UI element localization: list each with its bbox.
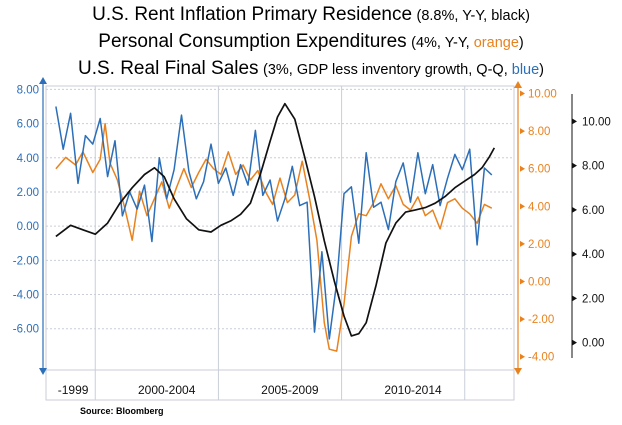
title-sales-note: (3%, GDP less inventory growth, Q-Q, blu…: [263, 62, 544, 78]
right-outer-tick-mark: [572, 251, 577, 258]
right-outer-tick-mark: [572, 206, 577, 213]
title-pce-main: Personal Consumption Expenditures: [98, 31, 407, 52]
right-outer-tick-mark: [572, 339, 577, 346]
left-axis-tick-label: 6.00: [17, 119, 39, 131]
x-period-label: 2010-2014: [384, 383, 442, 397]
left-axis-arrow-down: [39, 368, 47, 375]
series-line-pce: [55, 122, 493, 352]
right-inner-axis-tick-label: 0.00: [528, 277, 550, 289]
title-sales-note-b: ): [539, 62, 545, 78]
right-inner-axis-tick-label: -4.00: [528, 352, 554, 364]
right-inner-tick-mark: [520, 128, 525, 135]
title-pce-note-color: orange: [473, 35, 519, 51]
right-inner-axis-tick-label: 6.00: [528, 164, 550, 176]
x-period-label: 2005-2009: [261, 383, 319, 397]
title-sales-note-color: blue: [511, 62, 540, 78]
right-outer-tick-mark: [572, 162, 577, 169]
title-line-sales: U.S. Real Final Sales (3%, GDP less inve…: [0, 56, 622, 83]
left-axis-tick-label: 4.00: [17, 153, 39, 165]
right-outer-axis-tick-label: 0.00: [582, 338, 604, 350]
right-outer-tick-mark: [572, 118, 577, 125]
title-line-pce: Personal Consumption Expenditures (4%, Y…: [0, 29, 622, 56]
right-outer-axis-tick-label: 8.00: [582, 161, 604, 173]
right-inner-axis-tick-label: 8.00: [528, 126, 550, 138]
right-outer-axis-tick-label: 6.00: [582, 205, 604, 217]
right-outer-axis-tick-label: 4.00: [582, 249, 604, 261]
right-outer-tick-mark: [572, 295, 577, 302]
right-inner-axis-arrow-up: [514, 81, 522, 88]
right-inner-axis-tick-label: 10.00: [528, 89, 557, 101]
right-inner-tick-mark: [520, 353, 525, 360]
title-line-rent: U.S. Rent Inflation Primary Residence (8…: [0, 2, 622, 29]
right-inner-tick-mark: [520, 203, 525, 210]
x-period-label: -1999: [58, 383, 89, 397]
right-inner-axis-arrow-down: [514, 368, 522, 375]
right-inner-axis-tick-label: 4.00: [528, 201, 550, 213]
right-inner-tick-mark: [520, 90, 525, 97]
chart-title-block: U.S. Rent Inflation Primary Residence (8…: [0, 2, 622, 83]
plot-frame: [45, 85, 515, 401]
left-axis-arrow-up: [39, 77, 47, 84]
title-pce-note-a: (4%, Y-Y,: [411, 35, 474, 51]
right-inner-axis-tick-label: 2.00: [528, 239, 550, 251]
left-axis-tick-label: -4.00: [13, 290, 39, 302]
title-sales-note-a: (3%, GDP less inventory growth, Q-Q,: [263, 62, 512, 78]
right-inner-tick-mark: [520, 165, 525, 172]
series-line-sales: [55, 106, 493, 340]
title-rent-main: U.S. Rent Inflation Primary Residence: [92, 4, 413, 25]
left-axis-tick-label: 2.00: [17, 187, 39, 199]
left-axis-tick-label: -2.00: [13, 255, 39, 267]
title-pce-note-b: ): [518, 35, 524, 51]
source-note: Source: Bloomberg: [80, 406, 164, 416]
title-sales-main: U.S. Real Final Sales: [77, 58, 259, 79]
right-outer-axis-tick-label: 2.00: [582, 293, 604, 305]
right-inner-tick-mark: [520, 278, 525, 285]
title-pce-note: (4%, Y-Y, orange): [411, 35, 524, 51]
left-axis-tick-label: 8.00: [17, 84, 39, 96]
right-inner-tick-mark: [520, 316, 525, 323]
left-axis-tick-label: 0.00: [17, 221, 39, 233]
series-line-rent: [55, 102, 496, 337]
title-rent-note: (8.8%, Y-Y, black): [416, 8, 530, 24]
right-inner-axis-tick-label: -2.00: [528, 314, 554, 326]
right-inner-tick-mark: [520, 240, 525, 247]
left-axis-tick-label: -6.00: [13, 324, 39, 336]
right-outer-axis-tick-label: 10.00: [582, 116, 611, 128]
x-period-label: 2000-2004: [138, 383, 196, 397]
